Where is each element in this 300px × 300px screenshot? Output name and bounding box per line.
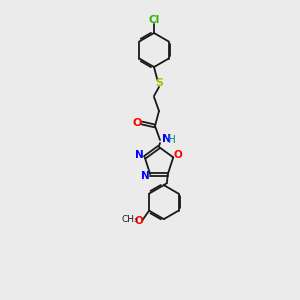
Text: N: N xyxy=(135,150,144,161)
Text: S: S xyxy=(155,78,163,88)
Text: CH₃: CH₃ xyxy=(122,215,138,224)
Text: N: N xyxy=(162,134,171,144)
Text: O: O xyxy=(174,150,183,161)
Text: O: O xyxy=(133,118,142,128)
Text: H: H xyxy=(168,135,176,145)
Text: N: N xyxy=(141,171,150,181)
Text: O: O xyxy=(134,216,143,226)
Text: Cl: Cl xyxy=(148,15,160,25)
